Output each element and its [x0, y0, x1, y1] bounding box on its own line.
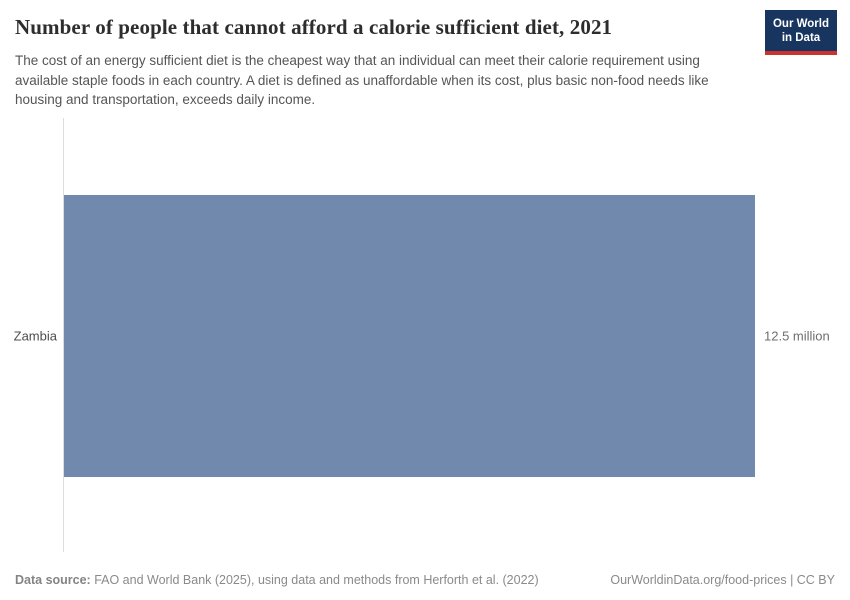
bar-track: 12.5 million: [64, 195, 830, 477]
owid-logo-line1: Our World: [772, 18, 829, 30]
footer-link[interactable]: OurWorldinData.org/food-prices | CC BY: [610, 573, 835, 587]
owid-logo-line2: in Data: [781, 32, 821, 44]
data-source: Data source: FAO and World Bank (2025), …: [15, 573, 539, 587]
bar-chart: Zambia 12.5 million: [0, 118, 850, 552]
entity-label-zambia: Zambia: [13, 328, 57, 344]
chart-subtitle: The cost of an energy sufficient diet is…: [15, 53, 709, 107]
footer: Data source: FAO and World Bank (2025), …: [15, 573, 835, 587]
data-source-text: FAO and World Bank (2025), using data an…: [90, 573, 539, 587]
y-axis-line: [63, 118, 64, 552]
bar-zambia[interactable]: [64, 195, 755, 477]
value-label: 12.5 million: [764, 328, 830, 344]
data-source-label: Data source:: [15, 573, 91, 587]
page-title: Number of people that cannot afford a ca…: [15, 15, 613, 39]
owid-logo[interactable]: Our World in Data: [765, 10, 837, 55]
